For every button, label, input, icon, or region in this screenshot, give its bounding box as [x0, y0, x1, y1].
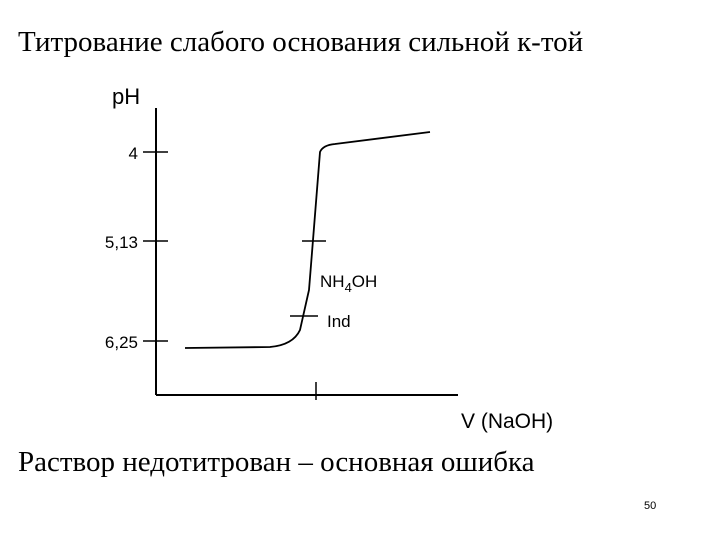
y-tick-label-4: 4 [129, 144, 138, 163]
nh4oh-label-main: NH [320, 272, 345, 291]
nh4oh-label-tail: OH [352, 272, 378, 291]
ind-label: Ind [327, 312, 351, 331]
nh4oh-label: NH4OH [320, 272, 377, 295]
nh4oh-label-subscript: 4 [345, 280, 352, 295]
titration-curve [184, 131, 431, 349]
x-axis-label: V (NaOH) [461, 410, 553, 433]
y-axis-label: pH [112, 84, 140, 109]
slide-caption: Раствор недотитрован – основная ошибка [18, 446, 535, 478]
y-tick-label-625: 6,25 [105, 333, 138, 352]
y-tick-label-513: 5,13 [105, 233, 138, 252]
slide-title: Титрование слабого основания сильной к-т… [18, 26, 584, 58]
page-number: 50 [644, 500, 657, 512]
